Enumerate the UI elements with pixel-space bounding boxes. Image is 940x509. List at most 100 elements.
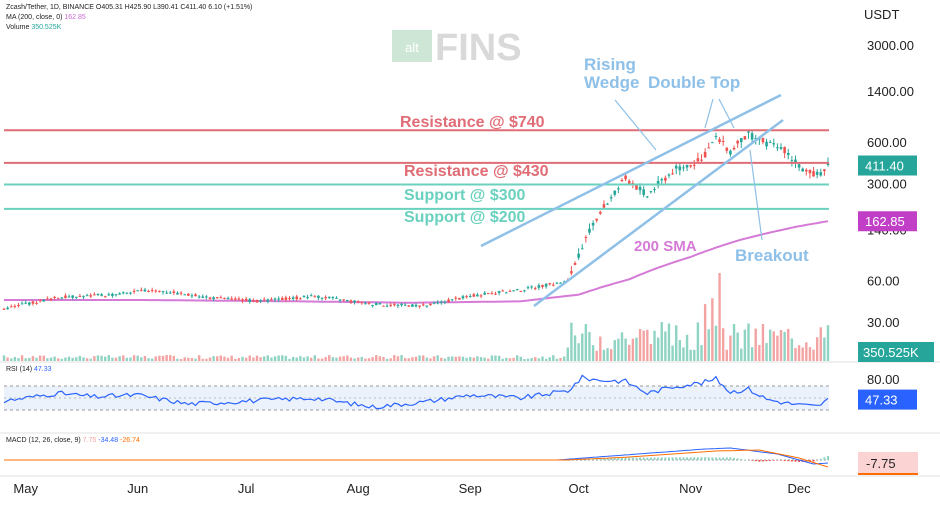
candle xyxy=(512,290,515,292)
candle xyxy=(544,283,548,289)
candle xyxy=(819,168,823,177)
candle xyxy=(801,167,805,172)
volume-bar xyxy=(346,355,349,361)
volume-bar xyxy=(490,355,494,361)
candle-body xyxy=(270,299,273,301)
x-axis-tick: Jun xyxy=(127,481,148,496)
candle xyxy=(78,293,82,297)
candle-body xyxy=(46,298,49,300)
candle-body xyxy=(190,295,194,297)
volume-bar xyxy=(732,324,736,361)
candle xyxy=(136,290,140,292)
volume-bar xyxy=(794,348,797,361)
candle xyxy=(259,299,262,304)
volume-bar xyxy=(418,355,421,361)
volume-bar xyxy=(385,358,389,361)
candle xyxy=(555,282,559,285)
candle-body xyxy=(393,304,396,306)
candle-body xyxy=(439,301,443,303)
candle-body xyxy=(537,285,541,288)
volume-bar xyxy=(403,358,407,361)
macd-histogram-bar xyxy=(812,460,815,462)
volume-bar xyxy=(82,357,85,361)
candle-body xyxy=(685,164,689,168)
volume-bar xyxy=(273,356,277,361)
candle xyxy=(447,297,450,303)
volume-bar xyxy=(53,356,56,361)
candle xyxy=(262,297,266,302)
volume-bar xyxy=(111,357,114,361)
x-axis-tick: May xyxy=(13,481,38,496)
candle-body xyxy=(335,297,338,299)
volume-bar xyxy=(537,358,541,361)
x-axis-tick: Jul xyxy=(238,481,255,496)
candle xyxy=(476,292,479,297)
volume-bar xyxy=(183,357,186,361)
candle xyxy=(20,301,24,305)
candle xyxy=(714,132,718,140)
candle-body xyxy=(501,290,505,292)
candle-body xyxy=(53,296,56,298)
macd-histogram-bar xyxy=(639,457,642,460)
candle-body xyxy=(642,189,645,195)
candle-body xyxy=(591,222,595,226)
candle-body xyxy=(219,297,223,299)
volume-bar xyxy=(375,355,378,361)
candle xyxy=(761,137,765,145)
rsi-label: RSI (14) xyxy=(6,366,33,373)
candle xyxy=(418,305,421,309)
candle xyxy=(689,164,692,169)
candle-body xyxy=(299,298,302,300)
price-axis-tick: 300.00 xyxy=(867,177,907,192)
volume-bar xyxy=(519,356,523,361)
volume-bar xyxy=(114,357,118,361)
candle xyxy=(707,142,711,149)
candle xyxy=(226,296,230,300)
candle xyxy=(573,261,577,266)
volume-bar xyxy=(826,325,830,361)
volume-bar xyxy=(154,356,157,361)
ma-value: 162.85 xyxy=(64,14,86,21)
volume-bar xyxy=(646,329,649,361)
candle-body xyxy=(812,171,815,177)
candle xyxy=(747,129,750,139)
candle-body xyxy=(346,299,349,301)
macd-histogram-bar xyxy=(667,457,670,460)
volume-bar xyxy=(324,357,327,361)
volume-bar xyxy=(515,355,519,361)
macd-hist-value: -26.74 xyxy=(120,437,140,444)
candle xyxy=(313,294,317,298)
macd-histogram-bar xyxy=(621,457,623,460)
macd-histogram-bar xyxy=(678,457,681,460)
candle xyxy=(17,303,20,308)
candle xyxy=(497,290,501,296)
volume-bar xyxy=(541,356,544,361)
volume-bar xyxy=(414,356,418,361)
candle xyxy=(266,298,270,304)
volume-bar xyxy=(223,356,226,361)
volume-bar xyxy=(718,273,721,361)
candle-body xyxy=(56,297,60,299)
candle xyxy=(194,293,197,297)
candle xyxy=(483,290,486,296)
rising-wedge-label: Wedge xyxy=(584,73,639,92)
volume-bar xyxy=(761,324,765,361)
candle xyxy=(613,190,617,197)
macd-histogram-bar xyxy=(660,457,663,460)
volume-bar xyxy=(349,357,353,361)
candle xyxy=(812,167,815,177)
candle xyxy=(548,282,552,286)
candle-body xyxy=(24,302,27,304)
candle-body xyxy=(667,174,671,176)
macd-histogram-bar xyxy=(613,458,616,460)
macd-histogram-bar xyxy=(819,458,822,460)
volume-bar xyxy=(407,358,410,361)
volume-bar xyxy=(140,357,143,361)
candle-body xyxy=(602,204,606,208)
candle-body xyxy=(801,168,805,172)
volume-bar xyxy=(353,358,356,361)
macd-histogram-bar xyxy=(646,457,649,460)
volume-bar xyxy=(35,357,38,361)
volume-bar xyxy=(750,347,754,361)
